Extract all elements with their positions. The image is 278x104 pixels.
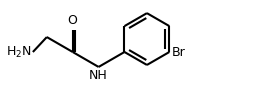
Text: H$_2$N: H$_2$N <box>6 44 32 60</box>
Text: Br: Br <box>171 46 185 58</box>
Text: O: O <box>67 14 77 27</box>
Text: NH: NH <box>89 69 108 82</box>
